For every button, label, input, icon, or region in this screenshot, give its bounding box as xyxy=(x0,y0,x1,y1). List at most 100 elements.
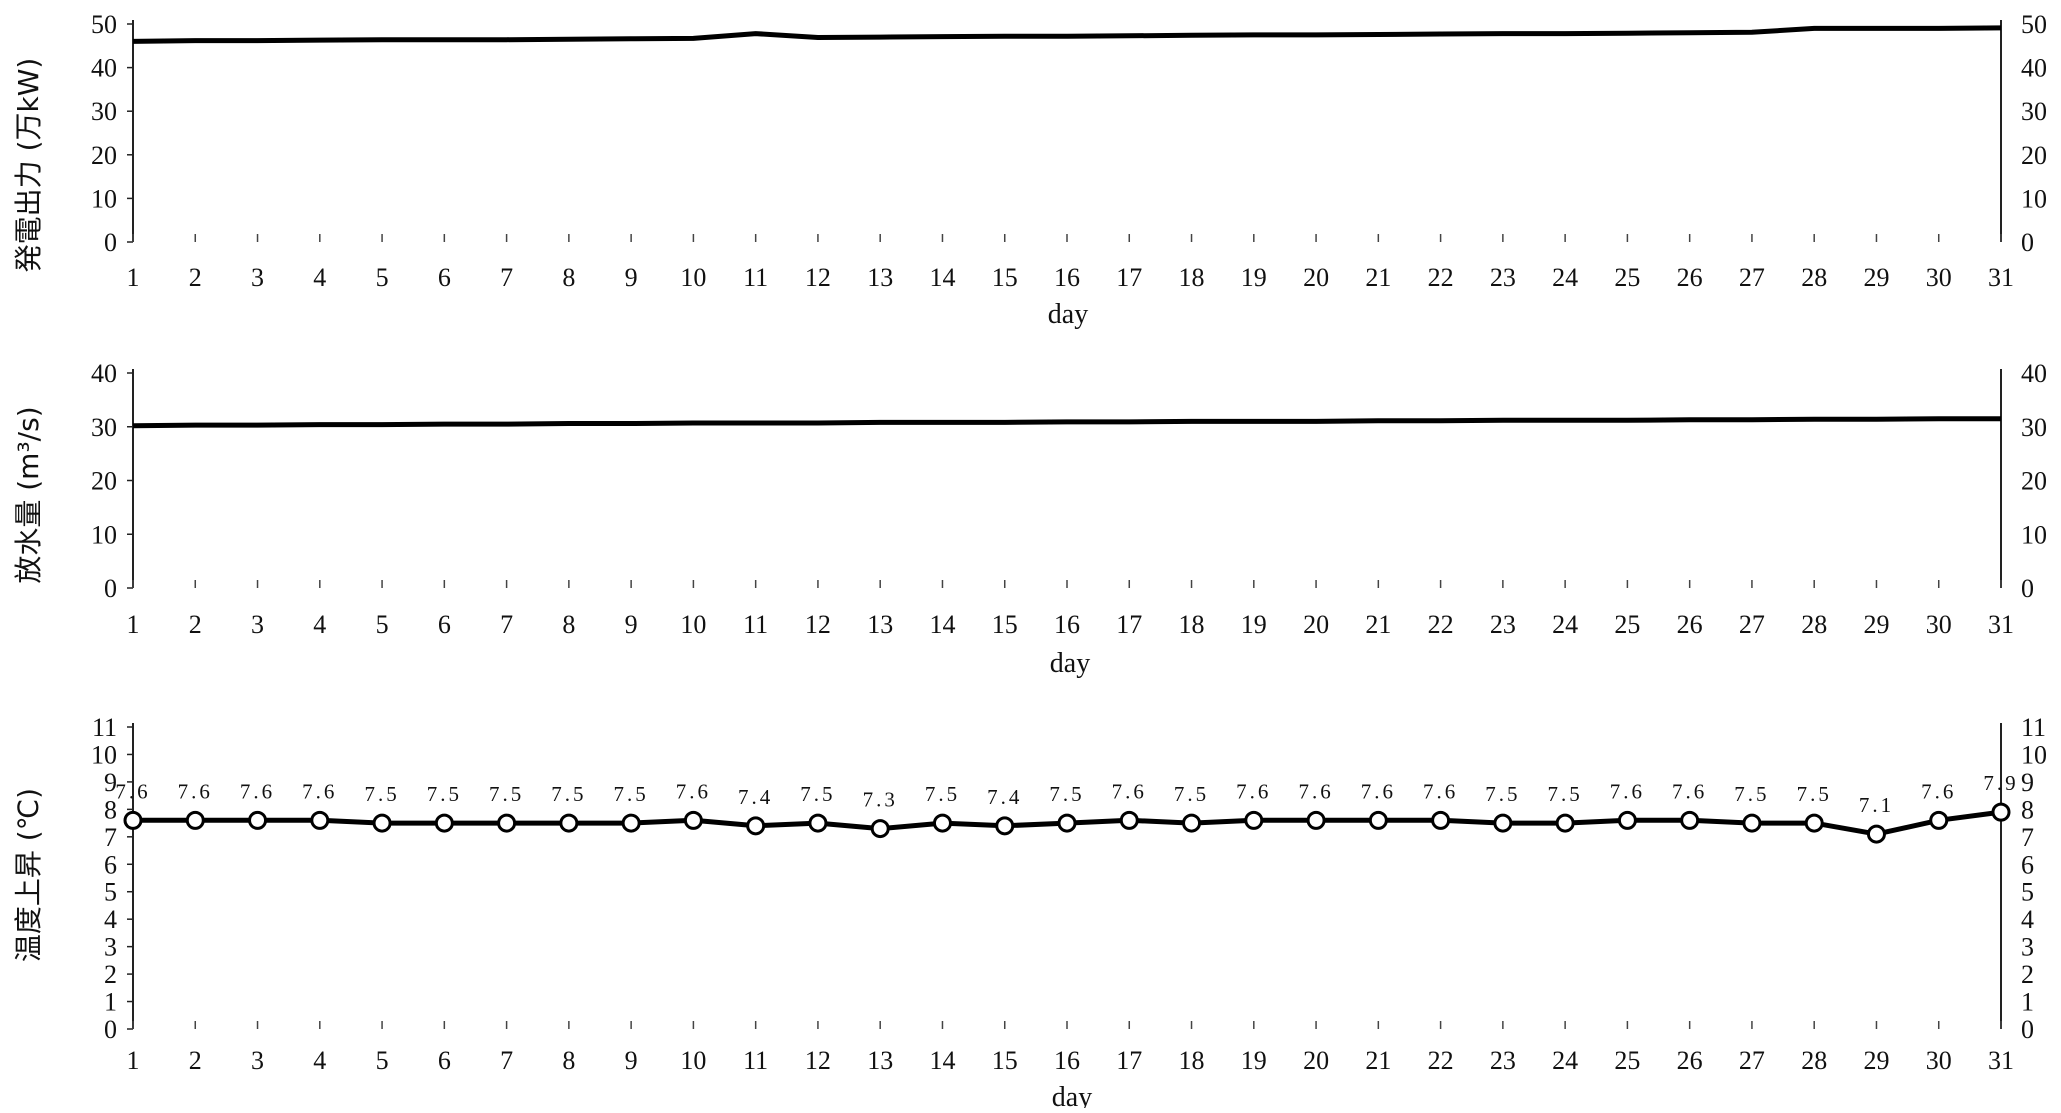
x-tick-label: 9 xyxy=(625,610,638,639)
x-axis-label: day xyxy=(1052,1082,1092,1108)
y-axis-label: 放水量 (m³/s) xyxy=(12,406,45,583)
data-label: 7.5 xyxy=(1485,782,1520,806)
x-tick-label: 30 xyxy=(1926,263,1952,292)
data-point xyxy=(372,813,392,833)
data-label: 7.6 xyxy=(1610,779,1645,803)
series-line xyxy=(132,25,2002,44)
y-axis-label: 発電出力 (万kW) xyxy=(12,58,45,273)
x-tick-label: 3 xyxy=(251,263,264,292)
x-tick-label: 8 xyxy=(562,263,575,292)
x-tick-label: 5 xyxy=(376,610,389,639)
data-point xyxy=(1617,810,1637,830)
x-tick-label: 13 xyxy=(867,1046,893,1075)
y-tick-label: 2 xyxy=(104,960,117,989)
x-axis-label: day xyxy=(1050,648,1090,679)
y-tick-label: 40 xyxy=(91,54,117,83)
x-tick-label: 26 xyxy=(1677,1046,1703,1075)
y-tick-label-right: 40 xyxy=(2021,54,2047,83)
x-tick-label: 22 xyxy=(1428,263,1454,292)
data-label: 7.5 xyxy=(489,782,524,806)
y-tick-label-right: 30 xyxy=(2021,413,2047,442)
x-tick-label: 20 xyxy=(1303,610,1329,639)
x-tick-label: 29 xyxy=(1863,263,1889,292)
x-tick-label: 18 xyxy=(1179,263,1205,292)
data-point xyxy=(1804,813,1824,833)
series-line xyxy=(132,416,2001,429)
data-label: 7.6 xyxy=(1298,779,1333,803)
y-tick-label: 20 xyxy=(91,467,117,496)
x-tick-label: 12 xyxy=(805,263,831,292)
y-tick-label-right: 7 xyxy=(2021,823,2034,852)
data-label: 7.6 xyxy=(302,779,337,803)
data-label: 7.5 xyxy=(1797,782,1832,806)
y-tick-label: 30 xyxy=(91,97,117,126)
y-tick-label: 10 xyxy=(91,520,117,549)
x-tick-label: 29 xyxy=(1863,1046,1889,1075)
data-point xyxy=(1742,813,1762,833)
y-tick-label: 10 xyxy=(91,740,117,769)
x-tick-label: 19 xyxy=(1241,610,1267,639)
x-tick-label: 17 xyxy=(1116,263,1142,292)
y-tick-label: 3 xyxy=(104,933,117,962)
x-tick-label: 5 xyxy=(376,263,389,292)
data-label: 7.6 xyxy=(676,779,711,803)
x-tick-label: 6 xyxy=(438,1046,451,1075)
x-tick-label: 27 xyxy=(1739,263,1765,292)
y-tick-label-right: 2 xyxy=(2021,960,2034,989)
x-tick-label: 9 xyxy=(625,263,638,292)
x-axis-label: day xyxy=(1048,299,1088,330)
y-axis-label: 温度上昇 (℃) xyxy=(12,788,45,962)
data-label: 7.5 xyxy=(1049,782,1084,806)
y-tick-label-right: 30 xyxy=(2021,97,2047,126)
y-tick-label-right: 20 xyxy=(2021,467,2047,496)
x-tick-label: 20 xyxy=(1303,1046,1329,1075)
x-tick-label: 2 xyxy=(189,263,202,292)
x-tick-label: 11 xyxy=(743,610,768,639)
data-point xyxy=(1431,810,1451,830)
y-tick-label: 50 xyxy=(91,10,117,39)
x-tick-label: 24 xyxy=(1552,610,1578,639)
data-label: 7.6 xyxy=(178,779,213,803)
x-tick-label: 2 xyxy=(189,610,202,639)
data-label: 7.5 xyxy=(427,782,462,806)
data-label: 7.5 xyxy=(1734,782,1769,806)
data-point xyxy=(621,813,641,833)
data-point xyxy=(1244,810,1264,830)
data-point xyxy=(123,810,143,830)
y-tick-label-right: 8 xyxy=(2021,795,2034,824)
data-point xyxy=(683,810,703,830)
y-tick-label-right: 1 xyxy=(2021,988,2034,1017)
data-label: 7.4 xyxy=(738,785,773,809)
data-label: 7.9 xyxy=(1983,771,2018,795)
x-tick-label: 15 xyxy=(992,263,1018,292)
x-tick-label: 26 xyxy=(1677,610,1703,639)
x-tick-label: 25 xyxy=(1614,263,1640,292)
x-tick-label: 2 xyxy=(189,1046,202,1075)
x-tick-label: 6 xyxy=(438,610,451,639)
data-point xyxy=(559,813,579,833)
x-tick-label: 17 xyxy=(1116,610,1142,639)
x-tick-label: 14 xyxy=(929,610,955,639)
y-tick-label: 6 xyxy=(104,850,117,879)
x-tick-label: 23 xyxy=(1490,263,1516,292)
x-tick-label: 22 xyxy=(1428,1046,1454,1075)
data-label: 7.5 xyxy=(1548,782,1583,806)
x-tick-label: 18 xyxy=(1179,1046,1205,1075)
x-tick-label: 10 xyxy=(680,1046,706,1075)
x-tick-label: 21 xyxy=(1365,1046,1391,1075)
data-label: 7.6 xyxy=(1236,779,1271,803)
data-point xyxy=(1555,813,1575,833)
x-tick-label: 16 xyxy=(1054,263,1080,292)
y-tick-label: 9 xyxy=(104,768,117,797)
y-tick-label-right: 0 xyxy=(2021,574,2034,603)
x-tick-label: 30 xyxy=(1926,1046,1952,1075)
x-tick-label: 7 xyxy=(500,263,513,292)
data-label: 7.5 xyxy=(925,782,960,806)
x-tick-label: 8 xyxy=(562,610,575,639)
x-tick-label: 1 xyxy=(127,263,140,292)
x-tick-label: 12 xyxy=(805,610,831,639)
data-point xyxy=(808,813,828,833)
